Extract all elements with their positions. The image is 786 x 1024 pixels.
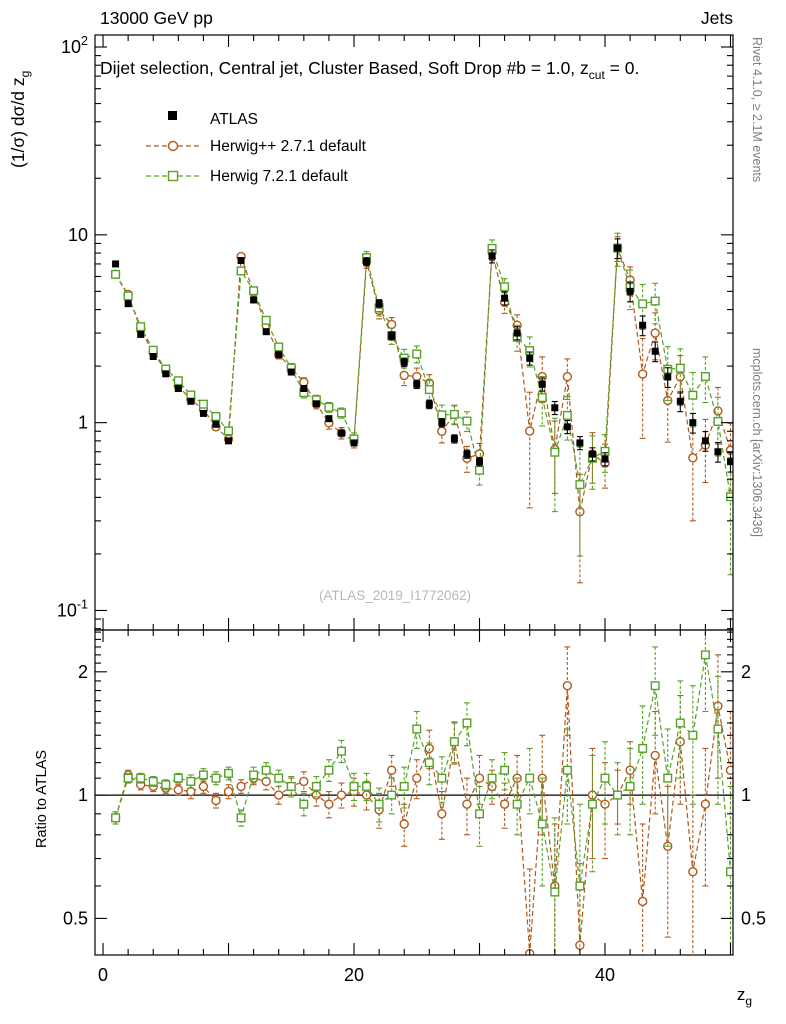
atlas-marker-swatch	[168, 111, 177, 120]
ratio-y-tick-label-left: 0.5	[63, 908, 88, 928]
x-tick-label: 40	[595, 965, 615, 985]
ratio-series-herwig7	[111, 630, 733, 955]
y-axis-label-subscript: g	[18, 71, 32, 78]
panel-title-main: Dijet selection, Central jet, Cluster Ba…	[100, 58, 589, 78]
legend-label-herwig7: Herwig 7.2.1 default	[210, 168, 349, 185]
header-analysis-group: Jets	[701, 8, 733, 28]
legend-label-herwigpp: Herwig++ 2.7.1 default	[210, 138, 367, 155]
legend-label-atlas: ATLAS	[210, 111, 258, 128]
x-axis-label: zg	[737, 985, 752, 1008]
ratio-axis-label: Ratio to ATLAS	[34, 750, 50, 848]
x-tick-label: 20	[344, 965, 364, 985]
ratio-y-tick-label-left: 1	[78, 785, 88, 805]
panel-title-subscript: cut	[589, 68, 606, 82]
ratio-y-tick-label-right: 0.5	[741, 908, 766, 928]
panel-title-tail: = 0.	[605, 58, 640, 78]
panel-title: Dijet selection, Central jet, Cluster Ba…	[100, 58, 639, 82]
herwig7-marker-swatch	[167, 170, 179, 182]
main-y-tick-label: 102	[61, 34, 88, 57]
y-axis-label-main: (1/σ) dσ/d z	[8, 77, 28, 168]
x-axis-label-subscript: g	[745, 994, 752, 1008]
main-y-tick-label: 10-1	[57, 597, 88, 620]
rivet-version-note: Rivet 4.1.0, ≥ 2.1M events	[750, 37, 764, 182]
x-tick-label: 0	[98, 965, 108, 985]
main-y-tick-label: 1	[78, 413, 88, 433]
ratio-y-tick-label-right: 1	[741, 785, 751, 805]
legend-item-herwigpp: Herwig++ 2.7.1 default	[146, 138, 367, 155]
analysis-id-watermark: (ATLAS_2019_I1772062)	[319, 588, 471, 603]
ratio-panel-frame	[94, 629, 734, 956]
ratio-y-tick-label-right: 2	[741, 662, 751, 682]
herwigpp-marker-swatch	[167, 140, 179, 152]
legend: ATLAS Herwig++ 2.7.1 default Herwig 7.2.…	[146, 111, 367, 185]
y-axis-label: (1/σ) dσ/d zg	[8, 71, 32, 168]
ratio-y-tick-label-left: 2	[78, 662, 88, 682]
ratio-panel-series	[95, 630, 733, 955]
legend-item-atlas: ATLAS	[168, 111, 258, 128]
axis-tick-labels: 0 20 40 102 10 1 10-1 2 2 1 1 0.5 0.5	[57, 34, 766, 985]
panel-title-group: Dijet selection, Central jet, Cluster Ba…	[100, 58, 639, 82]
mcplots-reference-note: mcplots.cern.ch [arXiv:1306.3436]	[750, 348, 764, 537]
header-beam-energy: 13000 GeV pp	[100, 8, 213, 28]
main-series-atlas	[112, 238, 733, 473]
main-y-tick-label: 10	[68, 225, 88, 245]
legend-item-herwig7: Herwig 7.2.1 default	[146, 168, 349, 185]
axis-ticks	[95, 35, 733, 955]
x-axis-label-main: z	[737, 985, 746, 1004]
